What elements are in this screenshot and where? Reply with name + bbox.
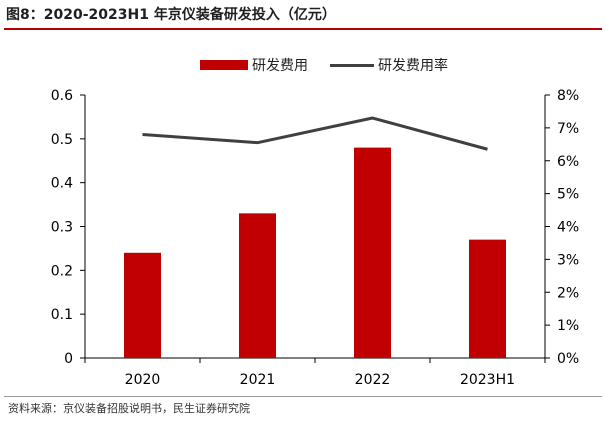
source-note: 资料来源：京仪装备招股说明书，民生证券研究院 [8,402,250,415]
legend-line-swatch [330,63,374,67]
rate-line [142,116,488,151]
y-right-tick-label: 7% [557,121,579,137]
y-right-tick-label: 6% [557,154,579,170]
title-underline [4,28,602,30]
legend-item-bar: 研发费用 [200,55,308,75]
bar-2021 [239,213,276,358]
bar-2022 [354,147,391,358]
x-tick-label: 2023H1 [460,372,515,388]
bar-2023H1 [469,239,506,358]
x-tick-label: 2020 [125,372,161,388]
x-tick-label: 2022 [355,372,391,388]
y-left-tick-label: 0.6 [51,88,73,104]
y-left-tick-label: 0.3 [51,220,73,236]
y-right-tick-label: 0% [557,351,579,367]
legend-line-label: 研发费用率 [378,58,448,74]
y-right-tick-label: 8% [557,88,579,104]
x-tick-label: 2021 [240,372,276,388]
figure-title: 图8：2020-2023H1 年京仪装备研发投入（亿元） [6,7,336,23]
y-left-tick-label: 0.1 [51,307,73,323]
y-left-tick-label: 0.5 [51,132,73,148]
legend-item-line: 研发费用率 [330,55,448,75]
footer-rule [4,396,602,397]
y-right-tick-label: 1% [557,318,579,334]
y-right-tick-label: 4% [557,220,579,236]
y-right-tick-label: 3% [557,252,579,268]
legend-bar-label: 研发费用 [252,58,308,74]
y-left-tick-label: 0 [64,351,73,367]
y-right-tick-label: 5% [557,187,579,203]
y-left-tick-label: 0.4 [51,176,73,192]
bar-2020 [124,252,161,358]
y-left-tick-label: 0.2 [51,263,73,279]
chart-legend: 研发费用 研发费用率 [200,54,470,76]
y-right-tick-label: 2% [557,285,579,301]
legend-bar-swatch [200,60,248,70]
